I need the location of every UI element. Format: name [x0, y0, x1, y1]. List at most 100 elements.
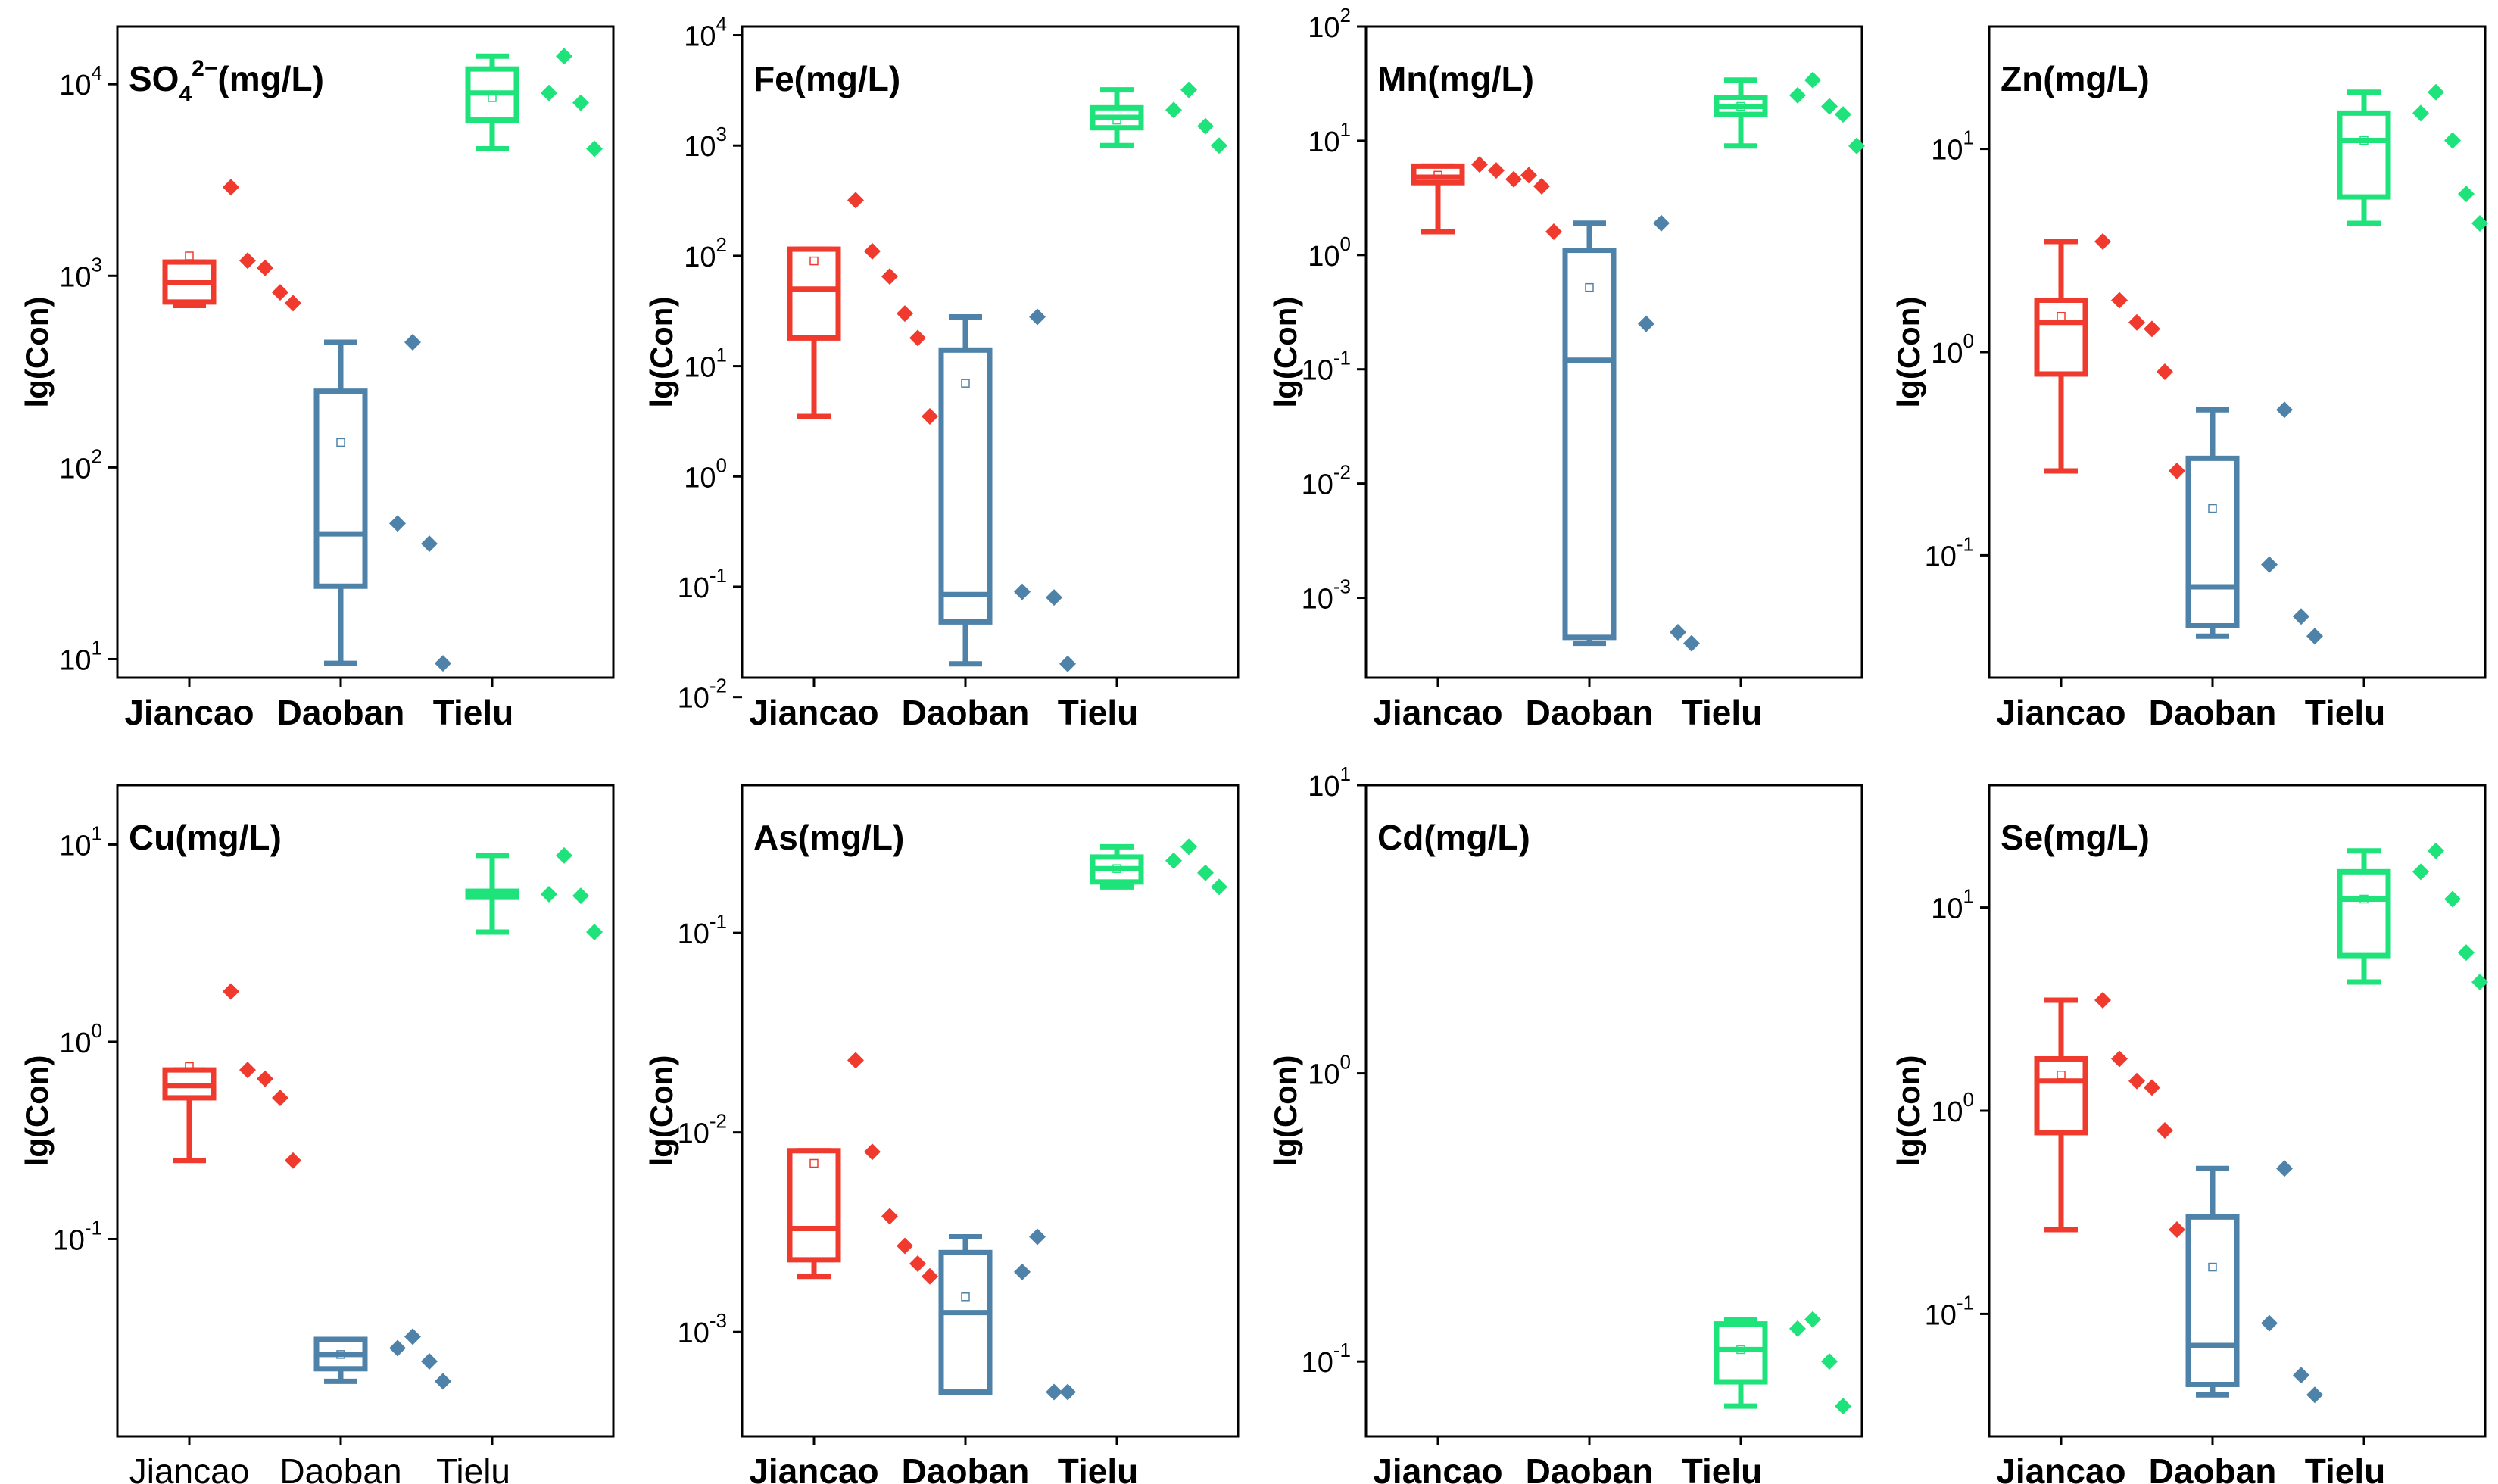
data-point-daoban: [1653, 214, 1670, 232]
data-point-daoban: [1638, 315, 1654, 332]
y-axis-label: lg(Con): [1268, 297, 1303, 408]
data-point-tielu: [1804, 1311, 1821, 1328]
data-point-tielu: [2412, 104, 2429, 122]
data-point-tielu: [2428, 842, 2444, 859]
chart-panel-2: 10-3 10-2 10-1 100 101 102 lg(Con) Mn(mg/L) Jian…: [1268, 4, 1865, 732]
data-point-jiancao: [239, 252, 256, 270]
data-point-tielu: [1821, 1353, 1838, 1370]
y-tick-label: 10-3: [1302, 575, 1351, 616]
y-tick-label: 103: [59, 253, 102, 293]
data-point-tielu: [1804, 71, 1821, 89]
mean-marker: [2208, 504, 2217, 513]
data-point-daoban: [421, 535, 438, 553]
data-point-jiancao: [2144, 1079, 2160, 1096]
y-tick-label: 10-1: [1302, 1339, 1351, 1379]
data-point-tielu: [2428, 83, 2444, 101]
data-point-daoban: [435, 655, 451, 672]
mean-marker: [1112, 115, 1121, 125]
data-point-tielu: [1180, 838, 1197, 856]
category-label-daoban: Daoban: [277, 693, 405, 732]
data-point-jiancao: [1520, 167, 1537, 184]
y-tick-label: 101: [59, 636, 102, 676]
box-daoban: [938, 347, 993, 625]
y-axis-label: lg(Con): [644, 297, 679, 408]
y-tick-label: 100: [684, 454, 727, 494]
data-point-jiancao: [881, 1208, 898, 1225]
y-tick-label: 101: [1308, 762, 1351, 803]
chart-panel-3: 10-1 100 101 lg(Con) Zn(mg/L) Jiancao Daoban Ti…: [1891, 25, 2488, 732]
data-point-tielu: [1835, 1398, 1851, 1415]
category-label-daoban: Daoban: [2149, 693, 2277, 732]
data-point-tielu: [1821, 98, 1838, 115]
y-tick-label: 10-2: [678, 1110, 727, 1150]
box-jiancao: [2034, 1055, 2088, 1136]
category-label-jiancao: Jiancao: [1996, 693, 2125, 732]
data-point-tielu: [1835, 106, 1851, 123]
data-point-daoban: [2306, 628, 2323, 645]
category-label-daoban: Daoban: [1526, 1451, 1654, 1484]
category-label-jiancao: Jiancao: [749, 693, 878, 732]
category-label-daoban: Daoban: [1526, 693, 1654, 732]
panel-title: As(mg/L): [753, 818, 904, 857]
y-tick-label: 10-2: [1302, 461, 1351, 501]
mean-marker: [336, 1350, 345, 1359]
data-point-tielu: [2458, 944, 2475, 962]
y-axis-label: lg(Con): [1268, 1055, 1303, 1167]
data-point-tielu: [1180, 81, 1197, 98]
y-tick-label: 101: [1931, 126, 1974, 167]
data-point-jiancao: [909, 1255, 926, 1272]
data-point-daoban: [435, 1373, 451, 1390]
mean-marker: [961, 1292, 970, 1302]
data-point-jiancao: [2157, 363, 2173, 381]
mean-marker: [2057, 311, 2066, 321]
data-point-jiancao: [2169, 463, 2185, 480]
data-point-daoban: [1014, 583, 1031, 600]
data-point-daoban: [2261, 1314, 2278, 1332]
category-label-jiancao: Jiancao: [1373, 1451, 1502, 1484]
category-label-daoban: Daoban: [2149, 1451, 2277, 1484]
data-point-tielu: [2444, 890, 2461, 908]
mean-marker: [185, 1062, 194, 1071]
data-point-jiancao: [881, 268, 898, 285]
data-point-jiancao: [223, 983, 239, 1000]
data-point-tielu: [1165, 852, 1182, 869]
category-label-tielu: Tielu: [1058, 693, 1139, 732]
data-point-jiancao: [847, 1052, 864, 1069]
data-point-jiancao: [257, 259, 273, 276]
mean-marker: [1112, 864, 1121, 873]
chart-panel-7: 10-1 100 101 lg(Con) Se(mg/L) Jiancao Daoban Ti…: [1891, 784, 2488, 1484]
data-point-jiancao: [239, 1062, 256, 1079]
chart-panel-1: 10-2 10-1 100 101 102 103 104 lg(Con) Fe(mg/L) Ji…: [644, 13, 1240, 732]
data-point-tielu: [2471, 214, 2488, 232]
box-daoban: [313, 388, 368, 589]
data-point-tielu: [2471, 973, 2488, 990]
plot-frame: [1364, 784, 1863, 1438]
data-point-tielu: [1197, 117, 1214, 135]
data-point-tielu: [541, 886, 557, 903]
data-point-jiancao: [2111, 1050, 2128, 1068]
plot-frame: [1364, 25, 1863, 679]
mean-marker: [809, 1158, 819, 1168]
data-point-tielu: [1789, 1320, 1806, 1337]
mean-marker: [2057, 1070, 2066, 1080]
y-tick-label: 10-1: [1925, 1291, 1974, 1331]
y-tick-label: 100: [59, 1019, 102, 1059]
category-label-daoban: Daoban: [279, 1451, 401, 1484]
data-point-jiancao: [922, 1267, 938, 1285]
data-point-jiancao: [2144, 320, 2160, 338]
mean-marker: [961, 379, 970, 388]
y-tick-label: 100: [1931, 329, 1974, 369]
y-tick-label: 100: [1931, 1088, 1974, 1128]
box-daoban: [938, 1249, 993, 1395]
category-label-jiancao: Jiancao: [124, 693, 254, 732]
plot-frame: [741, 25, 1240, 679]
y-tick-label: 101: [1931, 885, 1974, 925]
panel-title: SO42−(mg/L): [129, 56, 324, 107]
data-point-daoban: [2293, 608, 2309, 625]
y-tick-label: 10-3: [678, 1309, 727, 1349]
data-point-tielu: [2444, 132, 2461, 149]
box-daoban: [1562, 248, 1617, 641]
y-tick-label: 10-2: [678, 675, 727, 715]
data-point-jiancao: [257, 1070, 273, 1087]
panel-title: Cd(mg/L): [1377, 818, 1530, 857]
